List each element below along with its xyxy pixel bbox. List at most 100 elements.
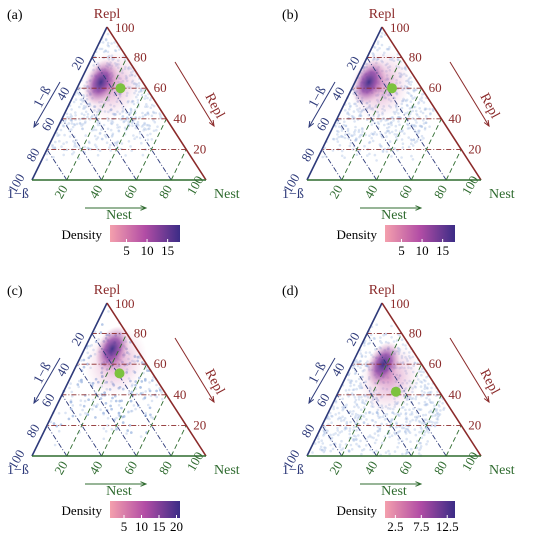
cloud-point <box>353 372 357 376</box>
cloud-point <box>143 113 147 117</box>
cloud-point <box>128 113 131 116</box>
cloud-point <box>368 411 371 415</box>
cloud-point <box>52 422 56 425</box>
legend-tick-label: 15 <box>153 519 166 534</box>
cloud-point <box>379 336 382 339</box>
cloud-point <box>340 448 343 452</box>
grid-line-nest <box>376 364 423 457</box>
tick-label-repl: 80 <box>134 50 147 65</box>
cloud-point <box>353 130 356 134</box>
cloud-point <box>404 430 407 433</box>
cloud-point <box>59 128 63 132</box>
cloud-point <box>423 387 426 391</box>
cloud-point <box>146 133 149 137</box>
cloud-point <box>110 407 113 411</box>
cloud-point <box>378 427 382 430</box>
cloud-point <box>378 429 382 433</box>
cloud-point <box>323 446 326 449</box>
cloud-point <box>355 137 358 140</box>
cloud-point <box>439 409 442 412</box>
cloud-point <box>323 448 327 452</box>
cloud-point <box>77 385 80 389</box>
cloud-point <box>129 145 132 148</box>
cloud-point <box>340 129 344 132</box>
cloud-point <box>372 133 375 136</box>
cloud-point <box>86 413 90 416</box>
grid-line-beta <box>321 149 343 181</box>
cloud-point <box>340 419 343 423</box>
cloud-point <box>415 446 419 450</box>
tick-label-beta: 20 <box>68 330 87 349</box>
cloud-point <box>60 145 63 148</box>
cloud-point <box>149 413 152 417</box>
cloud-point <box>347 395 350 398</box>
cloud-point <box>69 118 73 122</box>
legend-tick-label: 12.5 <box>436 519 459 534</box>
cloud-point <box>397 413 400 417</box>
cloud-point <box>118 125 121 129</box>
cloud-point <box>146 96 149 100</box>
cloud-point <box>391 116 395 119</box>
cloud-point <box>114 399 118 403</box>
cloud-point <box>111 121 115 124</box>
cloud-point <box>375 411 379 414</box>
cloud-point <box>335 129 339 133</box>
cloud-point <box>331 415 334 418</box>
cloud-point <box>384 451 388 454</box>
grid-line-nest <box>410 394 442 457</box>
mean-marker <box>387 83 397 94</box>
edge-right <box>106 26 207 181</box>
cloud-point <box>79 102 83 106</box>
cloud-point <box>106 416 110 420</box>
grid-line-nest <box>410 118 442 181</box>
cloud-point <box>45 152 49 156</box>
density-colorbar <box>110 225 180 242</box>
cloud-point <box>349 384 352 388</box>
cloud-point <box>368 140 372 144</box>
cloud-point <box>420 422 424 425</box>
cloud-point <box>411 158 415 161</box>
cloud-point <box>362 421 366 424</box>
cloud-point <box>158 112 162 115</box>
tick-label-repl: 60 <box>429 80 442 95</box>
cloud-point <box>413 428 417 431</box>
cloud-point <box>104 135 108 139</box>
cloud-point <box>341 415 344 418</box>
cloud-point <box>351 366 355 370</box>
cloud-point <box>336 121 339 125</box>
tick-label-repl: 20 <box>193 417 206 432</box>
cloud-point <box>380 32 384 35</box>
grid-line-nest <box>445 149 462 181</box>
cloud-point <box>345 403 348 407</box>
cloud-point <box>441 402 444 405</box>
cloud-point <box>334 399 338 403</box>
cloud-point <box>359 134 362 137</box>
cloud-point <box>70 394 74 398</box>
cloud-point <box>368 434 372 437</box>
cloud-point <box>110 407 113 411</box>
legend-tick-label: 5 <box>398 243 405 258</box>
cloud-point <box>349 379 353 382</box>
cloud-point <box>148 406 152 410</box>
cloud-point <box>423 418 426 422</box>
tick-label-beta: 80 <box>298 421 317 440</box>
cloud-point <box>371 419 375 422</box>
cloud-point <box>120 399 123 403</box>
cloud-point <box>429 420 432 423</box>
cloud-point <box>340 149 344 153</box>
cloud-point <box>136 101 140 104</box>
cloud-point <box>383 418 387 421</box>
cloud-point <box>404 427 408 431</box>
cloud-point <box>141 391 145 395</box>
cloud-point <box>151 379 154 382</box>
cloud-point <box>73 145 76 148</box>
cloud-point <box>324 429 328 432</box>
cloud-point <box>101 41 105 44</box>
cloud-point <box>422 137 425 140</box>
cloud-point <box>428 398 431 401</box>
cloud-point <box>354 412 358 416</box>
cloud-point <box>354 421 357 425</box>
cloud-point <box>372 436 375 440</box>
cloud-point <box>102 427 106 430</box>
cloud-point <box>412 124 416 128</box>
